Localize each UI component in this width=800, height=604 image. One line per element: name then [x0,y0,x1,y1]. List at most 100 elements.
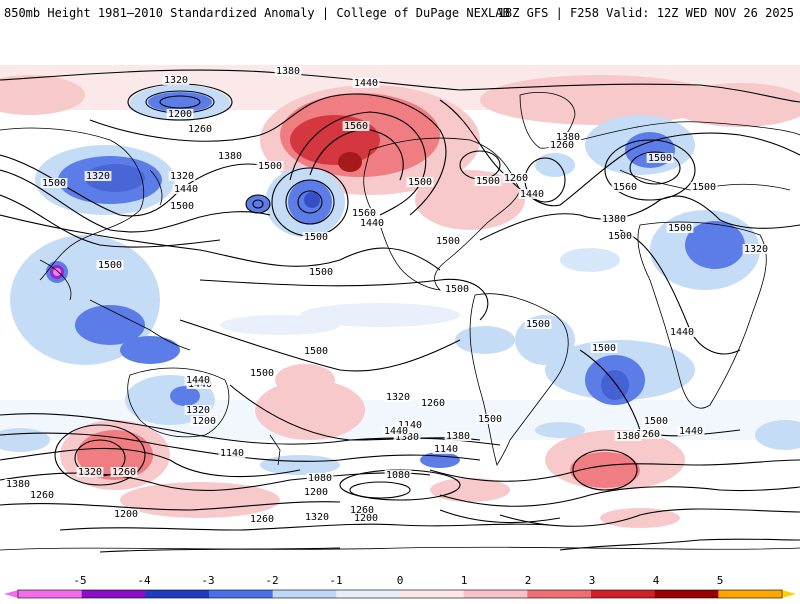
colorbar-tick-label: 2 [525,574,532,587]
contour-label-bg [110,467,138,477]
contour-label: 1320 [86,171,110,182]
contour-label: 1500 [648,153,672,164]
contour-label: 1380 [6,479,30,490]
contour-label: 1260 [30,490,54,501]
colorbar-segment [654,590,719,598]
contour-label: 1440 [384,426,408,437]
contour-label-bg [524,319,552,329]
contour-label: 1320 [170,171,194,182]
contour-label: 1500 [170,201,194,212]
contour-label: 1260 [636,429,660,440]
contour-label: 1200 [114,509,138,520]
colorbar-tick-label: -5 [73,574,86,587]
contour-label-bg [307,267,335,277]
contour-label-bg [342,121,370,131]
contour-label-bg [642,416,670,426]
colorbar-segment [336,590,401,598]
contour-label-bg [444,431,472,441]
colorbar-tick-label: 5 [717,574,724,587]
colorbar-tick-label: 4 [653,574,660,587]
colorbar-outline [17,589,783,599]
contour-label-bg [302,232,330,242]
contour-label: 1560 [344,121,368,132]
contour-label: 1140 [434,444,458,455]
contour-label-bg [216,151,244,161]
contour-label-bg [190,416,218,426]
contour-label-bg [84,171,112,181]
contour-label-bg [432,444,460,454]
contour-label-bg [590,343,618,353]
contour-label: 1320 [305,512,329,523]
contour-label-bg [393,432,421,442]
contour-label: 1260 [350,505,374,516]
contour-label: 1500 [692,182,716,193]
contour-label: 1500 [304,346,328,357]
contour-label: 1500 [592,343,616,354]
contour-label: 1320 [78,467,102,478]
contour-label: 1320 [386,392,410,403]
colorbar-segment [400,590,465,598]
colorbar-min-arrow [4,590,18,598]
colorbar-tick-label: -3 [201,574,214,587]
contour-label: 1440 [670,327,694,338]
contour-label-bg [502,173,530,183]
contour-label: 1140 [398,420,422,431]
contour-label: 1500 [526,319,550,330]
anomaly-map: 1320 1380 1440 1200 1260 1320 1560 1500 1440 1500… [0,40,800,558]
contour-label-bg [606,231,634,241]
contour-label-bg [302,487,330,497]
contour-label-bg [274,66,302,76]
contour-label-bg [76,467,104,477]
contour-label-bg [382,426,410,436]
contour-label: 1260 [112,467,136,478]
contour-label-bg [352,78,380,88]
contour-label: 1440 [174,184,198,195]
colorbar-tick-label: -4 [137,574,151,587]
contour-label-bg [554,132,582,142]
contour-label-bg [303,512,331,522]
contour-label-bg [434,236,462,246]
contour-label-bg [634,429,662,439]
colorbar-segment [272,590,337,598]
contour-label-bg [666,223,694,233]
contour-label-bg [474,176,502,186]
contour-label-bg [742,244,770,254]
contour-label-bg [186,124,214,134]
colorbar: -5 -4 -3 -2 -1 0 1 2 3 4 5 [0,560,800,600]
contour-label-bg [184,375,212,385]
contour-label-bg [172,184,200,194]
contour-label: 1440 [679,426,703,437]
contour-label-bg [28,490,56,500]
contour-label: 1500 [98,260,122,271]
model-run-info: 18Z GFS | F258 Valid: 12Z WED NOV 26 202… [497,6,794,20]
contour-label: 1260 [188,124,212,135]
contour-label-bg [218,448,246,458]
map-title: 850mb Height 1981–2010 Standardized Anom… [4,6,510,20]
contour-label-bg [518,189,546,199]
contour-label: 1500 [608,231,632,242]
colorbar-segment [145,590,210,598]
contour-label-bg [162,75,190,85]
colorbar-tick-label: 0 [397,574,404,587]
colorbar-tick-label: -2 [265,574,278,587]
contour-label: 1500 [304,232,328,243]
height-contours [0,69,800,553]
contour-label: 1440 [360,218,384,229]
contour-label: 1380 [276,66,300,77]
contour-label-bg [443,284,471,294]
contour-label: 1200 [168,109,192,120]
contour-label-bg [350,208,378,218]
contour-label: 1380 [218,151,242,162]
contour-label-bg [396,420,424,430]
contour-label-bg [668,327,696,337]
contour-label-bg [611,182,639,192]
contour-label: 1500 [309,267,333,278]
contour-label-bg [614,431,642,441]
colorbar-segment [591,590,656,598]
contour-label: 1380 [602,214,626,225]
colorbar-svg: -5 -4 -3 -2 -1 0 1 2 3 4 5 [4,574,796,599]
contour-label: 1560 [352,208,376,219]
contour-label-bg [248,368,276,378]
contour-label: 1500 [436,236,460,247]
contour-label-bg [384,470,412,480]
